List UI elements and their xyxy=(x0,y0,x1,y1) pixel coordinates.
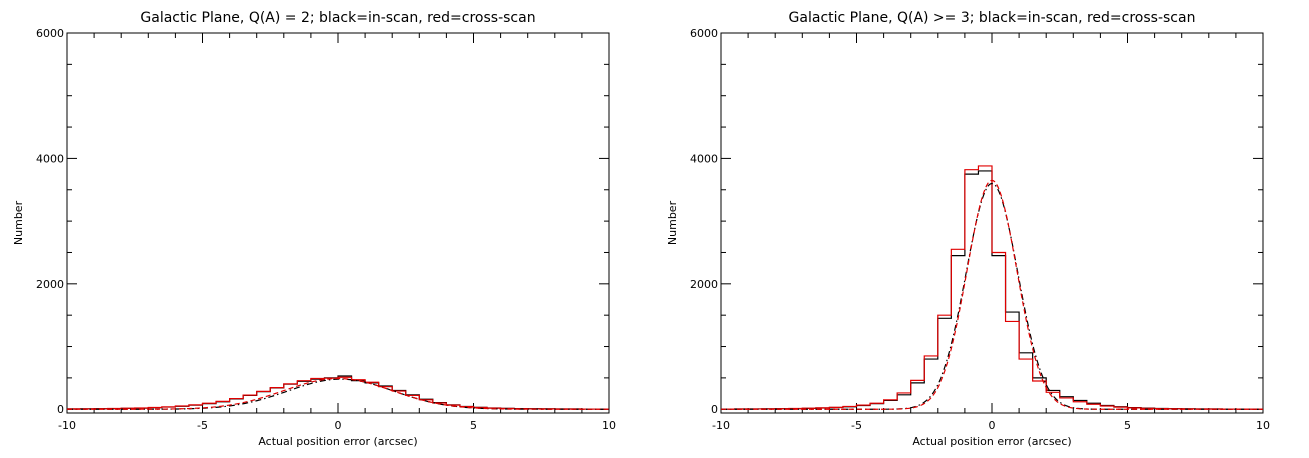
y-axis-label: Number xyxy=(666,200,679,245)
y-tick-label: 4000 xyxy=(690,152,718,165)
y-axis-label: Number xyxy=(12,200,25,245)
chart-panel-right: Galactic Plane, Q(A) >= 3; black=in-scan… xyxy=(654,0,1308,458)
histogram-chart-left: Galactic Plane, Q(A) = 2; black=in-scan,… xyxy=(12,10,616,448)
plot-area xyxy=(67,375,609,410)
x-tick-label: 5 xyxy=(1124,419,1131,432)
gaussian-fit-curve xyxy=(67,377,609,410)
x-tick-label: 10 xyxy=(602,419,616,432)
y-tick-label: 2000 xyxy=(690,278,718,291)
x-tick-label: 5 xyxy=(470,419,477,432)
x-tick-label: -10 xyxy=(58,419,76,432)
y-tick-label: 2000 xyxy=(36,278,64,291)
x-axis-label: Actual position error (arcsec) xyxy=(258,435,417,448)
plot-area xyxy=(721,165,1263,410)
y-tick-label: 0 xyxy=(711,403,718,416)
x-axis-label: Actual position error (arcsec) xyxy=(912,435,1071,448)
x-tick-label: 0 xyxy=(335,419,342,432)
x-tick-label: -10 xyxy=(712,419,730,432)
plot-frame xyxy=(66,32,610,414)
chart-title: Galactic Plane, Q(A) >= 3; black=in-scan… xyxy=(789,10,1196,26)
x-tick-label: 0 xyxy=(989,419,996,432)
gaussian-fit-curve xyxy=(721,179,1263,410)
histogram-series xyxy=(721,165,1263,410)
x-tick-label: 10 xyxy=(1256,419,1270,432)
y-tick-label: 0 xyxy=(57,403,64,416)
histogram-chart-right: Galactic Plane, Q(A) >= 3; black=in-scan… xyxy=(666,10,1270,448)
y-tick-label: 6000 xyxy=(690,27,718,40)
x-tick-label: -5 xyxy=(197,419,208,432)
y-tick-label: 6000 xyxy=(36,27,64,40)
chart-title: Galactic Plane, Q(A) = 2; black=in-scan,… xyxy=(140,10,535,26)
y-tick-label: 4000 xyxy=(36,152,64,165)
chart-panel-left: Galactic Plane, Q(A) = 2; black=in-scan,… xyxy=(0,0,654,458)
x-tick-label: -5 xyxy=(851,419,862,432)
